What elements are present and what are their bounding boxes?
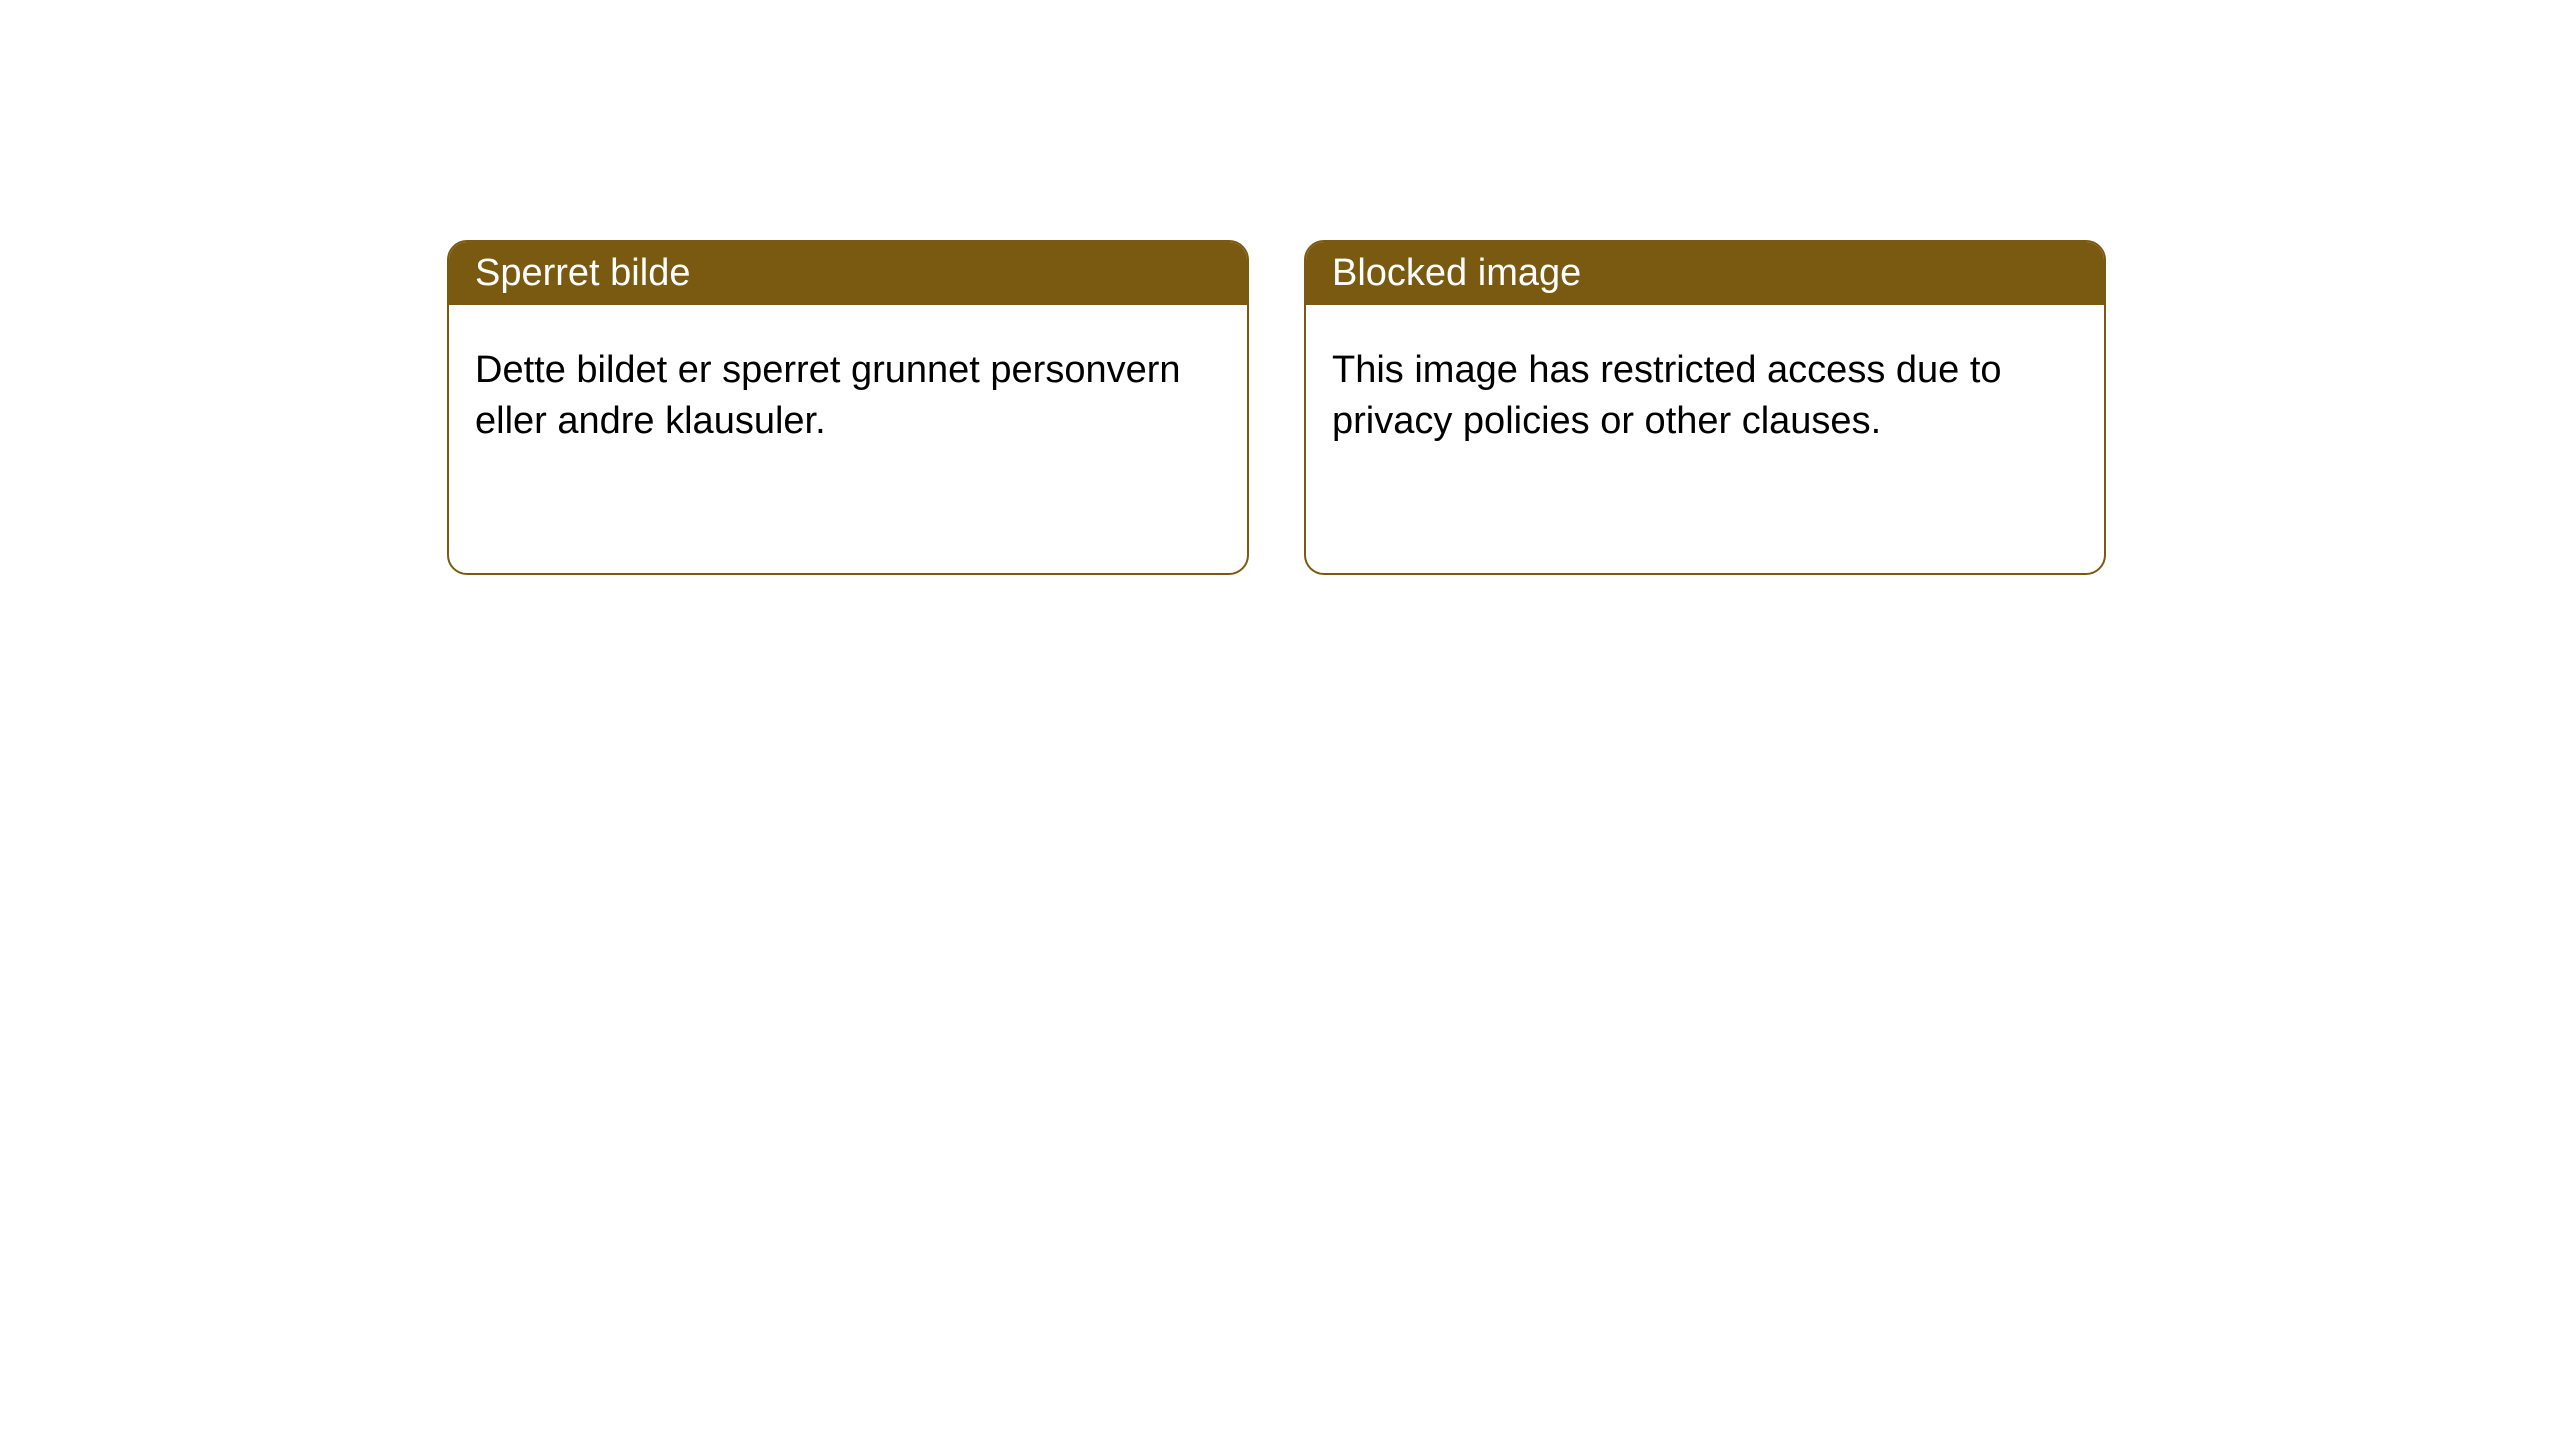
card-title: Sperret bilde [475, 252, 690, 294]
blocked-image-card-norwegian: Sperret bilde Dette bildet er sperret gr… [447, 240, 1249, 575]
card-title: Blocked image [1332, 252, 1581, 294]
card-header: Blocked image [1306, 242, 2104, 305]
notice-container: Sperret bilde Dette bildet er sperret gr… [0, 0, 2560, 575]
card-header: Sperret bilde [449, 242, 1247, 305]
card-body: Dette bildet er sperret grunnet personve… [449, 305, 1247, 474]
card-body-text: This image has restricted access due to … [1332, 349, 2002, 442]
blocked-image-card-english: Blocked image This image has restricted … [1304, 240, 2106, 575]
card-body-text: Dette bildet er sperret grunnet personve… [475, 349, 1181, 442]
card-body: This image has restricted access due to … [1306, 305, 2104, 474]
